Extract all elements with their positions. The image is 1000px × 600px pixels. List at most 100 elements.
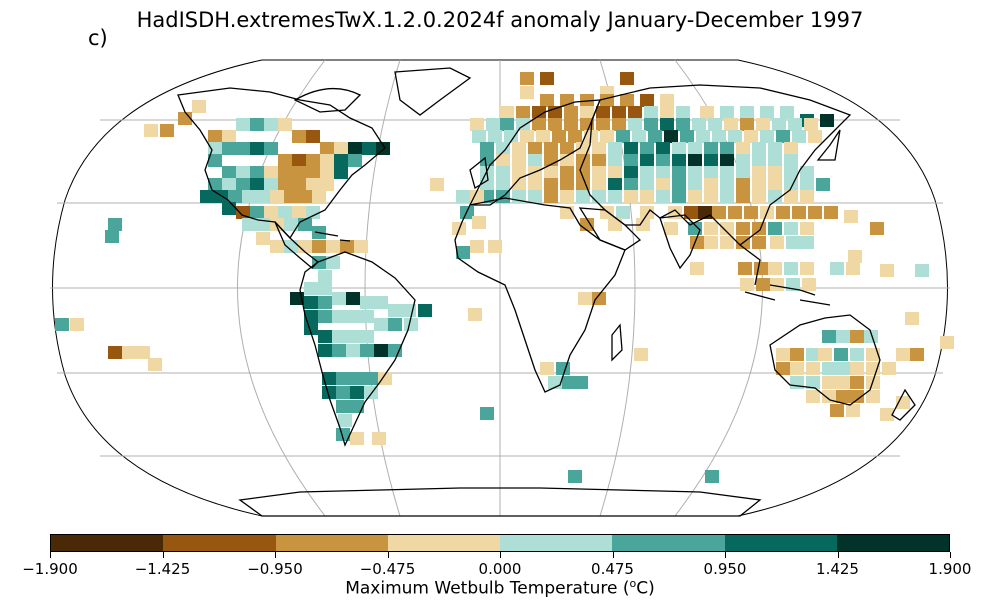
anomaly-cell <box>850 376 864 389</box>
anomaly-cell <box>264 178 278 191</box>
anomaly-cell <box>784 154 798 167</box>
anomaly-cell <box>512 178 526 191</box>
anomaly-cell <box>688 190 702 203</box>
anomaly-cell <box>736 190 750 203</box>
anomaly-cell <box>836 390 850 403</box>
anomaly-cell <box>672 190 686 203</box>
anomaly-cell <box>350 432 364 445</box>
anomaly-cell <box>560 190 574 203</box>
anomaly-cell <box>596 106 610 119</box>
anomaly-cell <box>708 118 722 131</box>
anomaly-cell <box>612 118 626 131</box>
colorbar-tick-mark <box>837 552 839 558</box>
anomaly-cell <box>472 216 486 229</box>
anomaly-cell <box>784 222 798 235</box>
anomaly-cell <box>236 178 250 191</box>
anomaly-cell <box>372 432 386 445</box>
anomaly-cell <box>512 154 526 167</box>
anomaly-cell <box>564 106 578 119</box>
anomaly-cell <box>470 240 484 253</box>
anomaly-cell <box>616 130 630 143</box>
anomaly-cell <box>312 190 326 203</box>
anomaly-cell <box>528 190 542 203</box>
anomaly-cell <box>576 154 590 167</box>
anomaly-cell <box>360 344 374 357</box>
anomaly-cell <box>704 142 718 155</box>
anomaly-cell <box>270 240 284 253</box>
anomaly-cell <box>108 218 122 231</box>
anomaly-cell <box>818 348 832 361</box>
anomaly-cell <box>250 166 264 179</box>
anomaly-cell <box>222 166 236 179</box>
colorbar-tick-label: −0.475 <box>359 560 416 578</box>
anomaly-cell <box>672 142 686 155</box>
anomaly-cell <box>306 178 320 191</box>
colorbar-tick-label: 0.000 <box>478 560 522 578</box>
anomaly-cell <box>278 118 292 131</box>
anomaly-cell <box>500 106 514 119</box>
colorbar-tick-mark <box>162 552 164 558</box>
anomaly-cell <box>688 222 702 235</box>
anomaly-cell <box>304 310 318 323</box>
anomaly-cell <box>320 154 334 167</box>
anomaly-cell <box>208 154 222 167</box>
anomaly-cell <box>306 130 320 143</box>
anomaly-cell <box>312 240 326 253</box>
anomaly-cell <box>600 94 614 107</box>
anomaly-cell <box>376 142 390 155</box>
anomaly-cell <box>720 236 734 249</box>
anomaly-cell <box>672 154 686 167</box>
anomaly-cell <box>784 142 798 155</box>
anomaly-cell <box>632 130 646 143</box>
anomaly-cell <box>144 124 158 137</box>
anomaly-cell <box>336 428 350 441</box>
anomaly-cell <box>768 166 782 179</box>
anomaly-cell <box>744 206 758 219</box>
anomaly-cell <box>576 142 590 155</box>
anomaly-cell <box>644 106 658 119</box>
anomaly-cell <box>800 262 814 275</box>
anomaly-cell <box>278 166 292 179</box>
anomaly-cell <box>532 118 546 131</box>
colorbar-segment <box>51 535 164 551</box>
anomaly-cell <box>728 130 742 143</box>
anomaly-cell <box>834 348 848 361</box>
anomaly-cell <box>768 222 782 235</box>
anomaly-cell <box>866 362 880 375</box>
anomaly-cell <box>364 372 378 385</box>
anomaly-cell <box>334 166 348 179</box>
anomaly-cell <box>242 218 256 231</box>
anomaly-cell <box>688 142 702 155</box>
anomaly-cell <box>322 372 336 385</box>
anomaly-cell <box>656 154 670 167</box>
anomaly-cell <box>580 106 594 119</box>
anomaly-cell <box>752 154 766 167</box>
anomaly-cell <box>608 190 622 203</box>
anomaly-cell <box>250 178 264 191</box>
anomaly-cell <box>640 190 654 203</box>
anomaly-cell <box>418 304 432 317</box>
anomaly-cell <box>496 142 510 155</box>
anomaly-cell <box>724 118 738 131</box>
anomaly-cell <box>354 240 368 253</box>
anomaly-cell <box>284 240 298 253</box>
anomaly-cell <box>264 206 278 219</box>
anomaly-cell <box>844 210 858 223</box>
colorbar-tick-label: −0.950 <box>247 560 303 578</box>
anomaly-cell <box>580 118 594 131</box>
anomaly-cell <box>768 190 782 203</box>
anomaly-cell <box>776 130 790 143</box>
anomaly-cell <box>544 190 558 203</box>
anomaly-cell <box>222 130 236 143</box>
anomaly-cell <box>720 154 734 167</box>
anomaly-cell <box>528 178 542 191</box>
anomaly-cell <box>404 318 418 331</box>
anomaly-cell <box>200 190 214 203</box>
anomaly-cell <box>784 166 798 179</box>
anomaly-cell <box>334 154 348 167</box>
anomaly-cell <box>306 206 320 219</box>
anomaly-cell <box>608 142 622 155</box>
anomaly-cell <box>644 118 658 131</box>
anomaly-cell <box>512 166 526 179</box>
anomaly-cell <box>105 230 119 243</box>
